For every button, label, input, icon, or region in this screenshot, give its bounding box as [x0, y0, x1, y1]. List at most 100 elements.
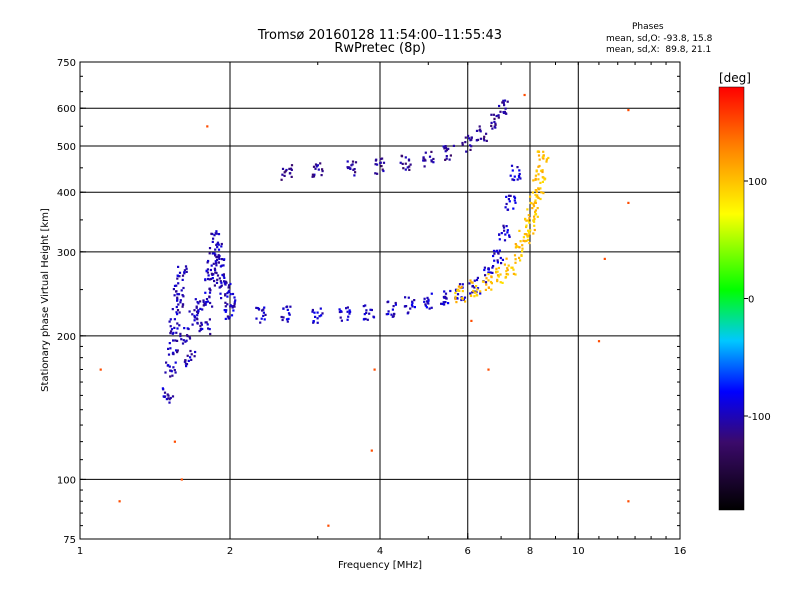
data-point: [522, 236, 525, 239]
data-point: [175, 349, 178, 352]
data-point: [202, 304, 205, 307]
data-point: [541, 180, 544, 183]
data-point: [218, 277, 221, 280]
data-point: [181, 305, 184, 308]
data-point: [475, 285, 478, 288]
data-point: [460, 298, 463, 302]
data-point: [198, 330, 201, 333]
data-point: [493, 259, 496, 262]
data-point: [507, 198, 510, 201]
data-point: [534, 177, 537, 180]
data-point: [454, 291, 457, 295]
data-point: [503, 263, 506, 266]
data-point: [176, 313, 179, 316]
data-point: [311, 310, 314, 313]
x-tick-label: 4: [377, 546, 383, 557]
data-point: [224, 283, 227, 286]
data-point: [525, 233, 528, 236]
data-point: [542, 157, 545, 160]
data-point: [188, 335, 191, 338]
data-point: [228, 316, 231, 319]
data-point: [495, 267, 498, 270]
data-point: [209, 268, 212, 272]
data-point: [287, 312, 291, 315]
data-point: [176, 349, 179, 352]
data-point: [208, 287, 211, 290]
data-point: [387, 312, 390, 316]
data-point: [532, 219, 535, 222]
data-point: [472, 289, 475, 293]
data-point: [233, 296, 236, 299]
chart-title: Tromsø 20160128 11:54:00–11:55:43: [257, 28, 503, 43]
data-point: [468, 137, 471, 140]
data-point: [456, 289, 459, 292]
data-point: [186, 354, 189, 357]
y-tick-label: 100: [57, 475, 76, 486]
data-point: [514, 246, 517, 249]
data-point: [484, 288, 487, 291]
data-point: [184, 362, 187, 365]
data-point: [502, 226, 506, 229]
data-point: [362, 305, 365, 308]
data-point: [165, 398, 168, 401]
data-point: [498, 238, 501, 241]
data-point: [321, 170, 324, 173]
data-point: [537, 178, 540, 181]
data-point: [223, 309, 226, 312]
data-point: [506, 208, 509, 211]
data-point: [195, 306, 198, 309]
data-point: [164, 371, 167, 374]
data-point: [516, 245, 519, 248]
data-point: [338, 308, 341, 311]
data-point: [470, 138, 473, 141]
x-tick-label: 1: [77, 546, 83, 557]
data-point: [193, 355, 196, 358]
data-point: [179, 299, 182, 302]
data-point: [444, 145, 447, 148]
data-point: [535, 195, 538, 198]
data-point: [527, 214, 530, 217]
data-point: [283, 171, 286, 174]
data-point: [163, 391, 167, 394]
data-point: [193, 319, 196, 322]
data-point: [498, 104, 501, 108]
data-point: [205, 321, 208, 324]
data-point: [217, 261, 220, 264]
data-point: [525, 219, 528, 222]
data-point: [173, 284, 177, 287]
data-point: [507, 194, 511, 197]
data-point: [176, 309, 180, 312]
data-point: [220, 245, 223, 248]
data-point: [408, 165, 411, 168]
data-point: [542, 192, 545, 195]
data-point: [316, 317, 319, 320]
data-point: [216, 278, 219, 281]
data-point: [443, 290, 446, 293]
data-point: [167, 394, 170, 397]
data-point: [432, 161, 435, 164]
data-point: [172, 366, 175, 369]
data-point: [290, 164, 294, 167]
x-tick-label: 16: [674, 546, 687, 557]
data-point: [430, 150, 433, 153]
data-point: [407, 296, 410, 299]
data-point: [214, 268, 217, 271]
data-point: [281, 173, 284, 176]
data-point: [511, 178, 514, 181]
data-point: [497, 275, 500, 278]
data-point: [223, 276, 226, 279]
data-point: [183, 269, 186, 272]
data-point: [314, 167, 317, 170]
data-point: [423, 165, 426, 168]
data-point: [485, 132, 488, 135]
data-point: [233, 305, 236, 308]
data-point: [399, 161, 402, 164]
data-point: [255, 317, 258, 320]
data-point: [545, 158, 548, 161]
data-point: [219, 292, 222, 295]
data-point: [504, 233, 507, 236]
data-point: [457, 285, 460, 288]
data-point: [214, 232, 217, 235]
data-point: [225, 309, 228, 312]
data-point: [505, 195, 508, 198]
